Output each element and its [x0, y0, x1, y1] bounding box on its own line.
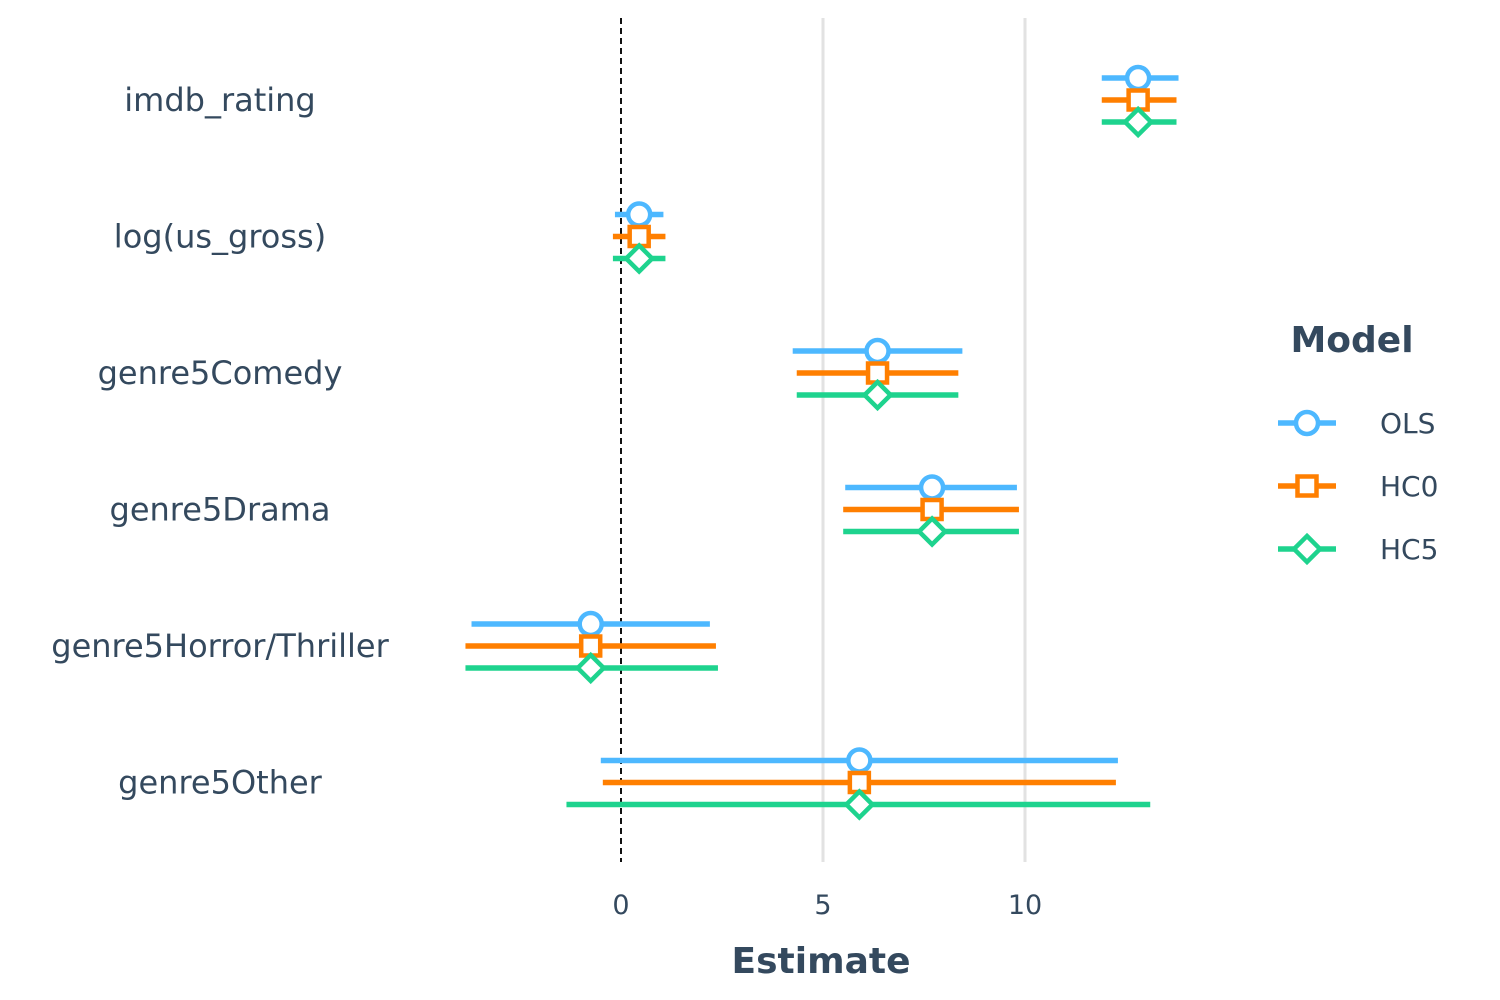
legend-swatch-marker	[1293, 409, 1321, 437]
term-label: genre5Comedy	[98, 354, 343, 392]
point-estimate	[1124, 64, 1152, 92]
point-estimate	[574, 651, 607, 685]
series-marks	[465, 64, 1179, 821]
legend-item-hc0: HC0	[1278, 470, 1438, 503]
point-estimate	[1121, 105, 1155, 139]
x-tick-label: 5	[814, 890, 831, 921]
point-estimate	[918, 474, 946, 501]
term-labels: imdb_rating log(us_gross) genre5Comedy genr…	[51, 81, 389, 802]
x-tick-label: 0	[612, 890, 629, 921]
point-estimate	[843, 788, 876, 821]
term-label: log(us_gross)	[114, 218, 326, 256]
legend-swatch-marker	[1295, 474, 1319, 498]
x-tick-labels: 0 5 10	[612, 890, 1042, 921]
point-estimate	[864, 337, 891, 365]
legend-item-hc5: HC5	[1278, 532, 1438, 566]
legend: Model OLS HC0 HC5	[1278, 320, 1438, 566]
point-estimate	[577, 610, 604, 638]
x-tick-label: 10	[1008, 890, 1042, 921]
legend-label: OLS	[1380, 407, 1435, 440]
grid-lines	[821, 18, 1027, 862]
point-estimate	[622, 242, 656, 275]
legend-item-ols: OLS	[1278, 407, 1435, 440]
series-hc5	[465, 105, 1177, 821]
term-label: imdb_rating	[124, 81, 315, 119]
series-hc0	[465, 88, 1177, 795]
term-label: genre5Drama	[110, 491, 331, 529]
point-estimate	[625, 201, 653, 228]
legend-label: HC5	[1380, 533, 1438, 566]
legend-title: Model	[1290, 320, 1413, 361]
point-estimate	[915, 515, 949, 548]
legend-label: HC0	[1380, 470, 1438, 503]
x-axis-title: Estimate	[732, 941, 911, 982]
point-estimate	[846, 747, 873, 774]
term-label: genre5Other	[118, 764, 322, 802]
legend-items: OLS HC0 HC5	[1278, 407, 1438, 566]
term-label: genre5Horror/Thriller	[51, 627, 389, 665]
point-estimate	[861, 378, 894, 412]
legend-swatch-marker	[1290, 532, 1324, 566]
